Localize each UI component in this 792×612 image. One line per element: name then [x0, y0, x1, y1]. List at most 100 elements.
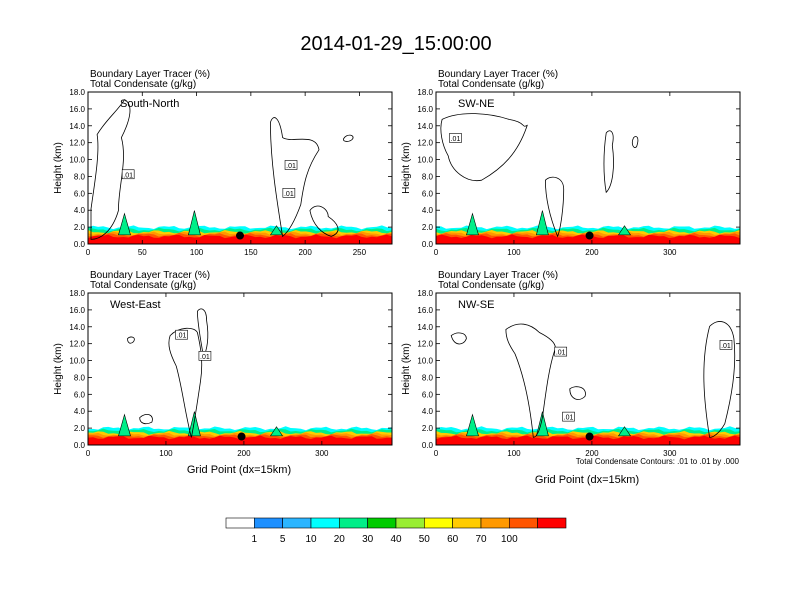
colorbar-swatch — [480, 517, 510, 529]
y-tick-label: 10.0 — [69, 357, 85, 366]
x-tick-label: 200 — [585, 449, 599, 458]
contour-label: .01 — [286, 163, 296, 170]
contour-label-box — [198, 351, 212, 361]
y-tick-label: 2.0 — [74, 424, 86, 433]
colorbar-label: 60 — [447, 534, 459, 545]
panel-nw-se: Boundary Layer Tracer (%)Total Condensat… — [401, 270, 741, 458]
panel-title-line2: Total Condensate (g/kg) — [90, 280, 196, 291]
x-axis-label-right: Grid Point (dx=15km) — [535, 474, 639, 486]
terrain-spike — [617, 426, 632, 437]
y-tick-label: 0.0 — [422, 240, 434, 249]
x-tick-label: 100 — [507, 248, 521, 257]
panel-title-line1: Boundary Layer Tracer (%) — [438, 69, 558, 80]
x-tick-label: 300 — [315, 449, 329, 458]
contour-line — [309, 205, 339, 237]
panel-sw-ne: Boundary Layer Tracer (%)Total Condensat… — [401, 69, 741, 257]
x-tick-label: 0 — [434, 248, 439, 257]
y-tick-label: 4.0 — [422, 206, 434, 215]
terrain-spike — [536, 210, 549, 236]
contour-line — [603, 130, 614, 194]
x-tick-label: 150 — [244, 248, 258, 257]
location-marker — [585, 432, 594, 441]
colorbar-swatch — [338, 517, 368, 529]
x-tick-label: 0 — [434, 449, 439, 458]
y-tick-label: 8.0 — [74, 373, 86, 382]
heatmap-band — [88, 435, 392, 445]
y-tick-label: 16.0 — [69, 105, 85, 114]
y-tick-label: 2.0 — [422, 223, 434, 232]
y-tick-label: 10.0 — [417, 156, 433, 165]
panel-name: South-North — [120, 98, 179, 110]
colorbar-swatch — [395, 517, 425, 529]
colorbar-swatch — [254, 517, 283, 529]
plot-frame — [87, 91, 393, 245]
colorbar-label: 5 — [280, 534, 286, 545]
y-tick-label: 14.0 — [69, 122, 85, 131]
contour-line — [505, 323, 556, 438]
terrain-spike — [269, 426, 284, 437]
contour-label-box — [554, 346, 568, 357]
panel-name: West-East — [110, 299, 161, 311]
panel-name: SW-NE — [458, 98, 494, 110]
contour-line — [450, 332, 467, 345]
y-tick-label: 4.0 — [74, 407, 86, 416]
contour-label-box — [719, 340, 733, 350]
contour-label-box — [562, 411, 575, 422]
y-tick-label: 6.0 — [422, 189, 434, 198]
x-tick-label: 50 — [138, 248, 147, 257]
contour-line — [269, 117, 320, 238]
contour-line — [127, 336, 135, 344]
y-tick-label: 0.0 — [74, 441, 86, 450]
terrain-spike — [466, 413, 479, 437]
panels: Boundary Layer Tracer (%)Total Condensat… — [53, 69, 741, 458]
panel-title-line1: Boundary Layer Tracer (%) — [90, 270, 210, 281]
condensate-contours — [90, 99, 354, 240]
colorbar-label: 10 — [305, 534, 317, 545]
colorbar-label: 70 — [475, 534, 487, 545]
contour-label-box — [282, 188, 296, 198]
y-tick-label: 14.0 — [417, 122, 433, 131]
contour-label-box — [175, 329, 188, 340]
plot-frame — [435, 91, 741, 245]
colorbar-swatch — [310, 517, 340, 529]
figure-title: 2014-01-29_15:00:00 — [300, 33, 491, 55]
contour-label: .01 — [564, 415, 574, 422]
y-tick-label: 18.0 — [69, 289, 85, 298]
contour-label-box — [121, 169, 135, 180]
contour-line — [139, 414, 153, 425]
contour-line — [703, 321, 736, 438]
x-tick-label: 300 — [663, 449, 677, 458]
y-axis-label: Height (km) — [53, 343, 64, 395]
condensate-contours — [440, 113, 639, 238]
panel-title-line2: Total Condensate (g/kg) — [438, 280, 544, 291]
x-tick-label: 300 — [663, 248, 677, 257]
x-tick-label: 100 — [190, 248, 204, 257]
condensate-contours — [127, 308, 209, 438]
y-tick-label: 10.0 — [69, 156, 85, 165]
contour-line — [168, 327, 203, 438]
colorbar-swatch — [225, 517, 255, 529]
y-tick-label: 18.0 — [417, 289, 433, 298]
panel-title-line2: Total Condensate (g/kg) — [438, 79, 544, 90]
colorbar-swatch — [423, 517, 453, 529]
y-tick-label: 8.0 — [422, 172, 434, 181]
y-tick-label: 4.0 — [74, 206, 86, 215]
y-tick-label: 2.0 — [74, 223, 86, 232]
panel-west-east: Boundary Layer Tracer (%)Total Condensat… — [53, 270, 393, 458]
heatmap-surface-layer — [436, 411, 740, 445]
x-tick-label: 200 — [298, 248, 312, 257]
y-tick-label: 18.0 — [69, 88, 85, 97]
terrain-spike — [466, 212, 479, 236]
terrain-spike — [188, 210, 201, 236]
plot-frame — [435, 292, 741, 446]
y-axis-label: Height (km) — [401, 142, 412, 194]
contour-label: .01 — [556, 350, 566, 357]
contour-line — [544, 176, 565, 238]
x-tick-label: 200 — [237, 449, 251, 458]
y-tick-label: 12.0 — [417, 139, 433, 148]
y-tick-label: 0.0 — [74, 240, 86, 249]
heatmap-band — [436, 435, 740, 445]
colorbar-label: 1 — [252, 534, 258, 545]
colorbar-swatch — [367, 517, 397, 529]
y-tick-label: 4.0 — [422, 407, 434, 416]
